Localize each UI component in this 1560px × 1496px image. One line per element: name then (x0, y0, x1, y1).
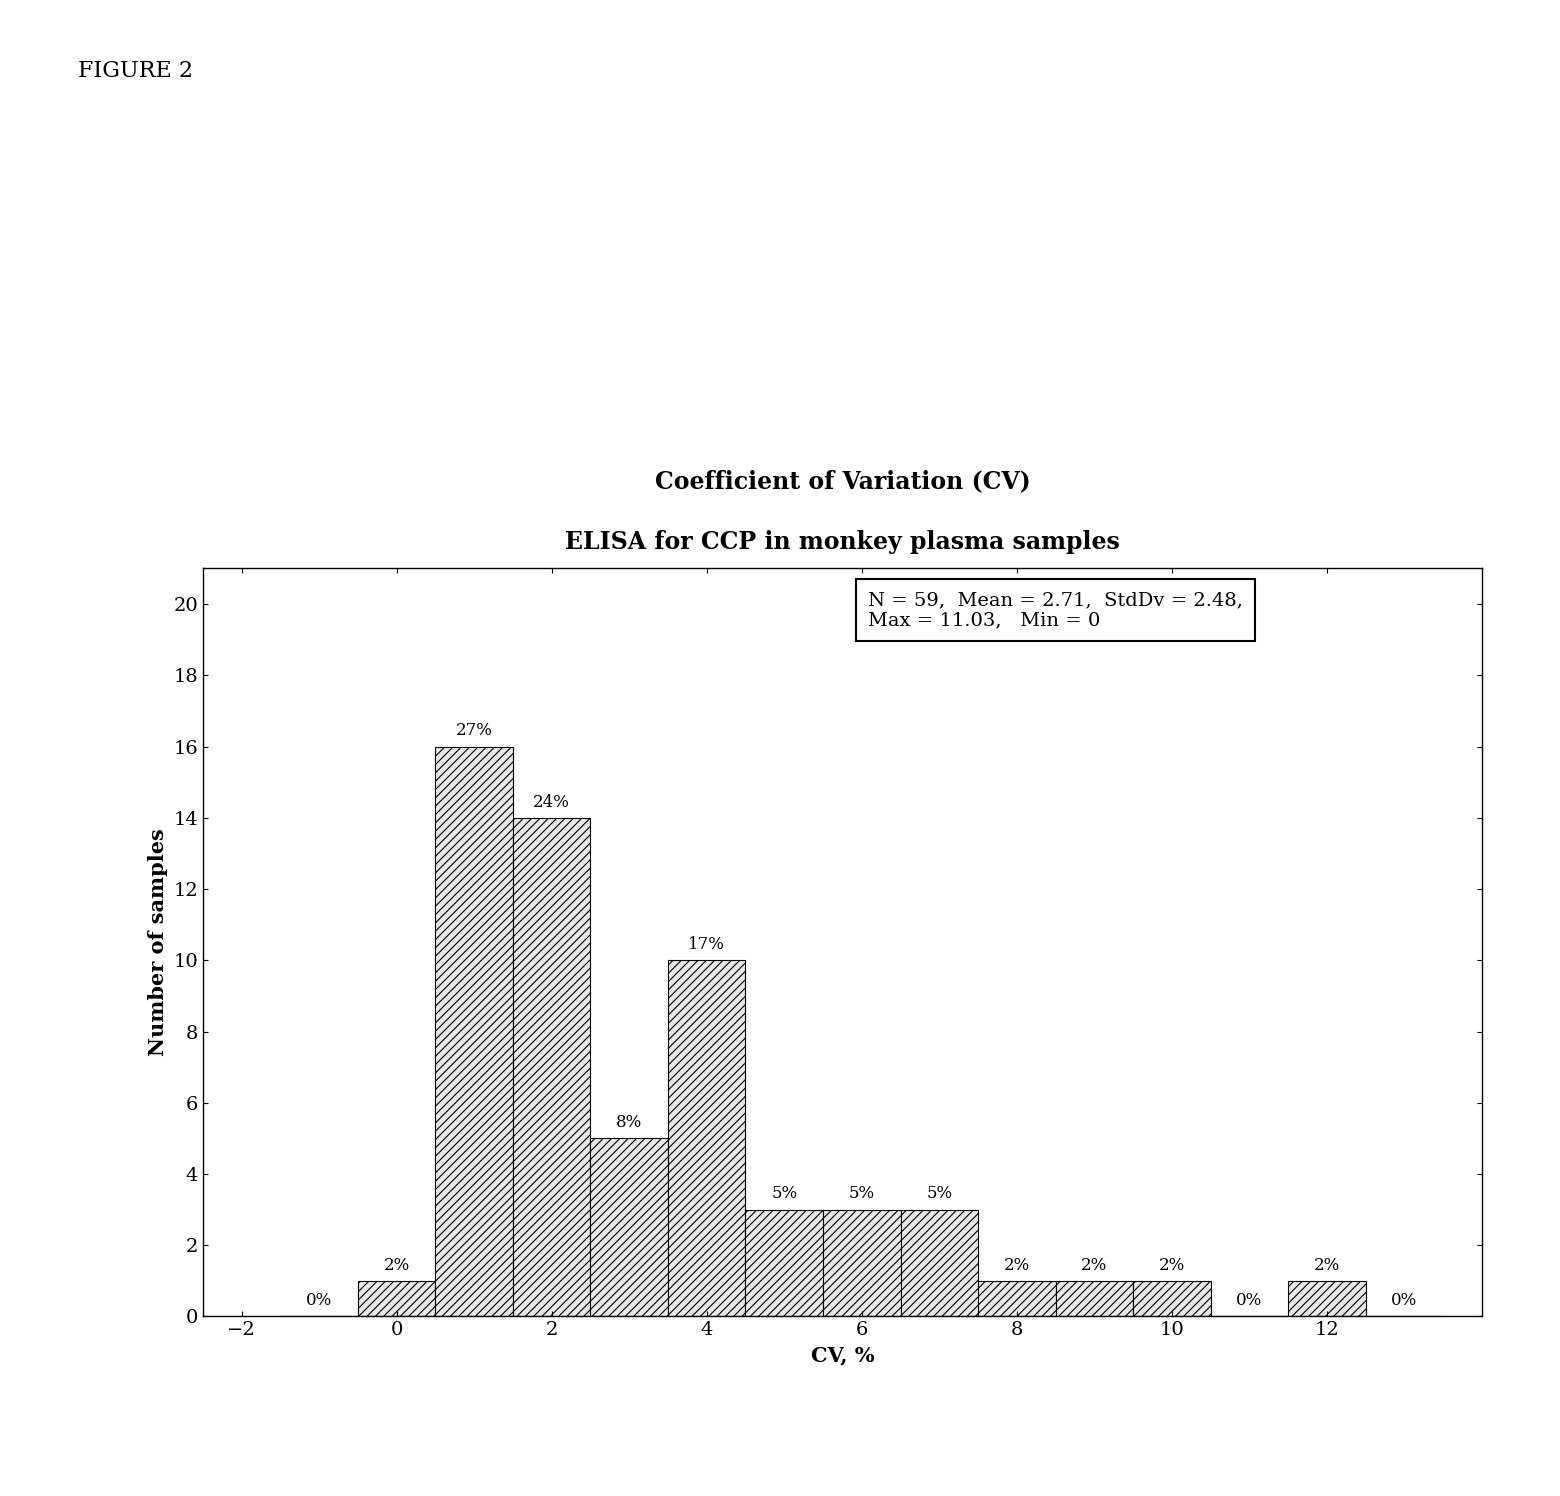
Text: 0%: 0% (306, 1293, 332, 1309)
Text: 17%: 17% (688, 936, 725, 953)
Bar (590, 1138, 668, 1316)
Text: 27%: 27% (456, 723, 493, 739)
Text: 0%: 0% (1392, 1293, 1418, 1309)
Bar (1289, 1281, 1365, 1316)
Bar (746, 1210, 824, 1316)
Text: 2%: 2% (384, 1257, 410, 1273)
Bar (357, 1281, 435, 1316)
X-axis label: CV, %: CV, % (811, 1345, 874, 1364)
Bar (824, 1210, 900, 1316)
Bar (1056, 1281, 1133, 1316)
Bar (513, 818, 590, 1316)
Text: 8%: 8% (616, 1115, 643, 1131)
Bar (435, 747, 513, 1316)
Y-axis label: Number of samples: Number of samples (148, 829, 167, 1056)
Text: 0%: 0% (1236, 1293, 1262, 1309)
Text: 2%: 2% (1003, 1257, 1030, 1273)
Bar (900, 1210, 978, 1316)
Bar (978, 1281, 1056, 1316)
Text: N = 59,  Mean = 2.71,  StdDv = 2.48,
Max = 11.03,   Min = 0: N = 59, Mean = 2.71, StdDv = 2.48, Max =… (867, 591, 1243, 630)
Text: 5%: 5% (849, 1185, 875, 1203)
Text: ELISA for CCP in monkey plasma samples: ELISA for CCP in monkey plasma samples (565, 530, 1120, 554)
Text: 5%: 5% (927, 1185, 952, 1203)
Text: 2%: 2% (1159, 1257, 1186, 1273)
Bar (1133, 1281, 1211, 1316)
Text: 2%: 2% (1081, 1257, 1108, 1273)
Bar (668, 960, 746, 1316)
Text: 5%: 5% (771, 1185, 797, 1203)
Text: Coefficient of Variation (CV): Coefficient of Variation (CV) (655, 470, 1030, 494)
Text: FIGURE 2: FIGURE 2 (78, 60, 193, 82)
Text: 24%: 24% (534, 794, 569, 811)
Text: 2%: 2% (1314, 1257, 1340, 1273)
